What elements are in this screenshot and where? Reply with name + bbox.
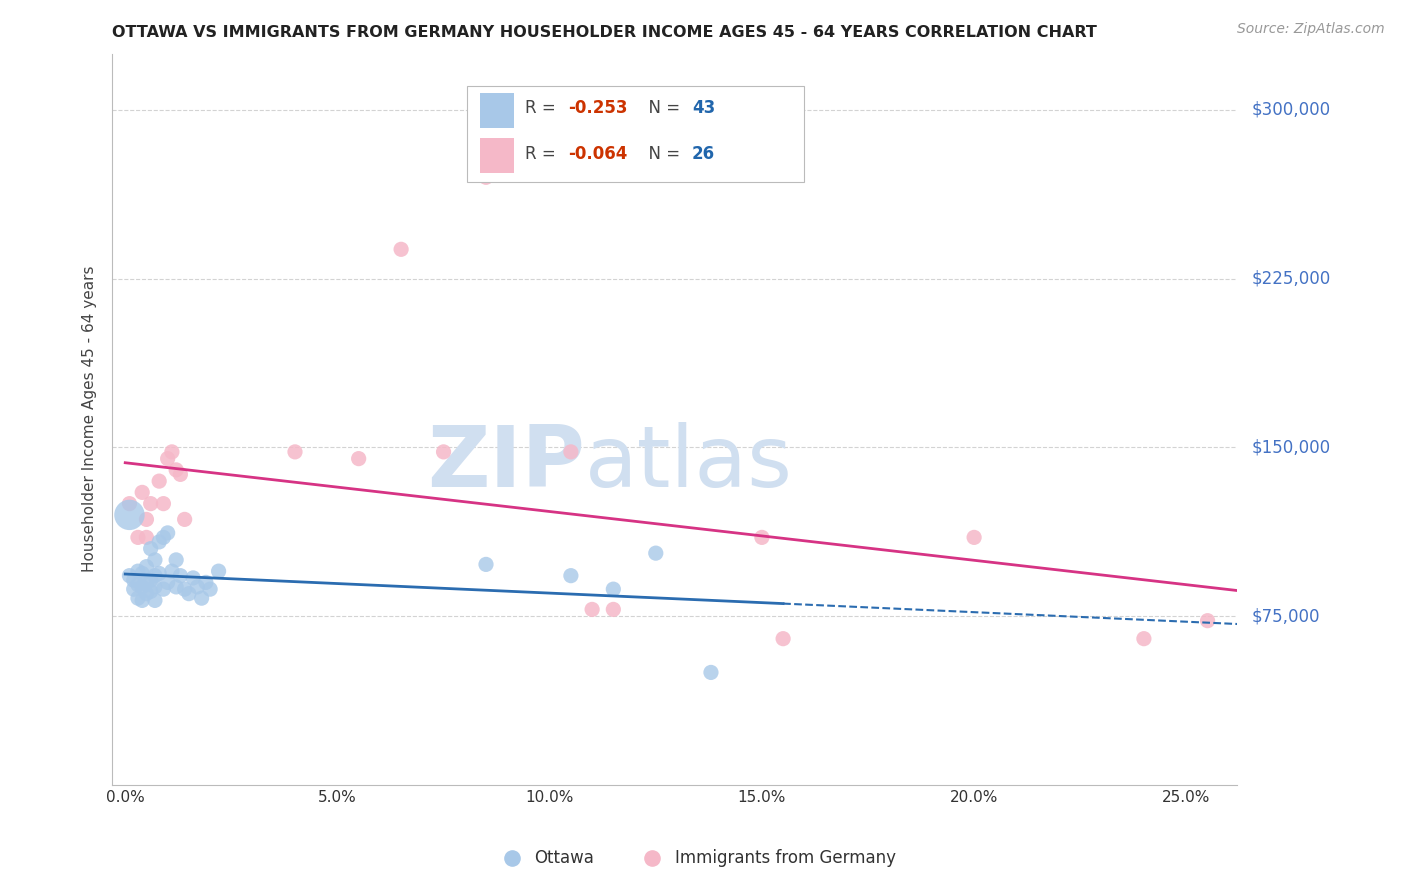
Point <box>389 243 412 257</box>
Point <box>135 587 157 601</box>
Point <box>152 582 174 596</box>
Text: 43: 43 <box>692 99 716 118</box>
Point <box>160 445 183 459</box>
Text: Source: ZipAtlas.com: Source: ZipAtlas.com <box>1237 22 1385 37</box>
Point <box>139 573 162 587</box>
Point <box>169 568 191 582</box>
Text: $150,000: $150,000 <box>1251 438 1330 457</box>
Point <box>131 485 153 500</box>
Point <box>165 553 187 567</box>
Point <box>156 575 179 590</box>
Point <box>190 591 212 606</box>
Point <box>602 602 624 616</box>
Point <box>160 564 183 578</box>
Text: OTTAWA VS IMMIGRANTS FROM GERMANY HOUSEHOLDER INCOME AGES 45 - 64 YEARS CORRELAT: OTTAWA VS IMMIGRANTS FROM GERMANY HOUSEH… <box>112 25 1097 40</box>
Text: $300,000: $300,000 <box>1251 101 1330 119</box>
Point <box>143 593 166 607</box>
Bar <box>481 138 515 173</box>
Point <box>148 535 170 549</box>
Point <box>560 568 582 582</box>
Point <box>194 575 217 590</box>
Point <box>432 445 454 459</box>
Point <box>152 530 174 544</box>
Point <box>143 568 166 582</box>
Point <box>152 497 174 511</box>
Point <box>118 508 141 522</box>
Point <box>169 467 191 482</box>
Point <box>127 564 149 578</box>
Point <box>127 577 149 591</box>
Point <box>122 573 145 587</box>
Point <box>177 587 200 601</box>
Point <box>122 582 145 596</box>
Point <box>181 571 204 585</box>
Text: 26: 26 <box>692 145 714 162</box>
Point <box>207 564 229 578</box>
Bar <box>481 93 515 128</box>
Text: N =: N = <box>638 145 685 162</box>
Point <box>127 530 149 544</box>
Point <box>131 566 153 581</box>
Point <box>156 451 179 466</box>
Point <box>165 580 187 594</box>
Point <box>475 558 498 572</box>
Point <box>135 530 157 544</box>
Point <box>135 512 157 526</box>
Text: N =: N = <box>638 99 685 118</box>
Point <box>186 580 208 594</box>
Point <box>127 591 149 606</box>
Point <box>118 497 141 511</box>
Text: -0.253: -0.253 <box>568 99 627 118</box>
Y-axis label: Householder Income Ages 45 - 64 years: Householder Income Ages 45 - 64 years <box>82 266 97 573</box>
Point <box>135 559 157 574</box>
Point <box>156 525 179 540</box>
Point <box>751 530 773 544</box>
Text: $75,000: $75,000 <box>1251 607 1320 625</box>
Point <box>118 568 141 582</box>
Point <box>143 553 166 567</box>
Text: Immigrants from Germany: Immigrants from Germany <box>675 849 896 867</box>
Point <box>581 602 603 616</box>
Point <box>139 497 162 511</box>
Point <box>560 445 582 459</box>
Point <box>135 575 157 590</box>
Point <box>139 541 162 556</box>
Text: R =: R = <box>526 145 561 162</box>
Text: $225,000: $225,000 <box>1251 269 1330 287</box>
Point <box>148 474 170 488</box>
Text: ZIP: ZIP <box>427 422 585 505</box>
Point <box>148 566 170 581</box>
Point <box>173 582 195 596</box>
Text: -0.064: -0.064 <box>568 145 627 162</box>
Point <box>131 593 153 607</box>
Point <box>139 584 162 599</box>
Point <box>173 512 195 526</box>
Point <box>602 582 624 596</box>
Point <box>143 580 166 594</box>
Point <box>963 530 986 544</box>
Point <box>131 580 153 594</box>
Point <box>165 463 187 477</box>
Point <box>198 582 221 596</box>
Point <box>284 445 307 459</box>
Text: atlas: atlas <box>585 422 793 505</box>
Text: R =: R = <box>526 99 561 118</box>
Text: Ottawa: Ottawa <box>534 849 595 867</box>
Point <box>1133 632 1156 646</box>
Point <box>347 451 370 466</box>
FancyBboxPatch shape <box>467 87 804 182</box>
Point <box>772 632 794 646</box>
Point <box>1197 614 1219 628</box>
Point <box>700 665 723 680</box>
Point <box>644 546 666 560</box>
Point <box>475 170 498 185</box>
